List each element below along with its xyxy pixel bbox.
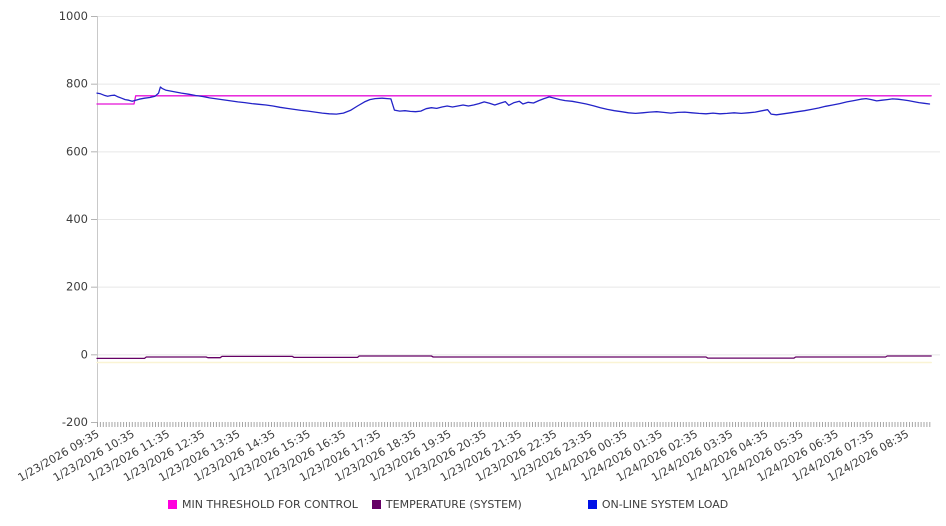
y-axis-tick-label: -200 [62,415,88,429]
y-axis-tick-label: 1000 [59,9,88,23]
y-axis-tick-label: 800 [66,77,88,91]
legend-swatch-on-line-system-load [587,500,597,509]
y-axis-tick-label: 200 [66,280,88,294]
legend-swatch-min-threshold-for-control [168,500,177,509]
y-axis-tick-label: 600 [66,144,88,158]
legend-label: MIN THRESHOLD FOR CONTROL [182,498,358,511]
legend-label: TEMPERATURE (SYSTEM) [385,498,522,511]
legend-swatch-temperature-system [371,500,381,509]
legend-item-on-line-system-load[interactable]: ON-LINE SYSTEM LOAD [587,498,729,511]
legend-label: ON-LINE SYSTEM LOAD [601,498,729,511]
chart-legend: MIN THRESHOLD FOR CONTROL TEMPERATURE (SY… [168,498,728,511]
series-line-temperature-system [96,355,932,360]
legend-item-min-threshold-for-control[interactable]: MIN THRESHOLD FOR CONTROL [168,498,358,511]
series-line-on-line-system-load [96,86,931,116]
legend-item-temperature-system[interactable]: TEMPERATURE (SYSTEM) [371,498,522,511]
y-axis-tick-label: 0 [81,347,88,361]
y-axis-tick-label: 400 [66,212,88,226]
